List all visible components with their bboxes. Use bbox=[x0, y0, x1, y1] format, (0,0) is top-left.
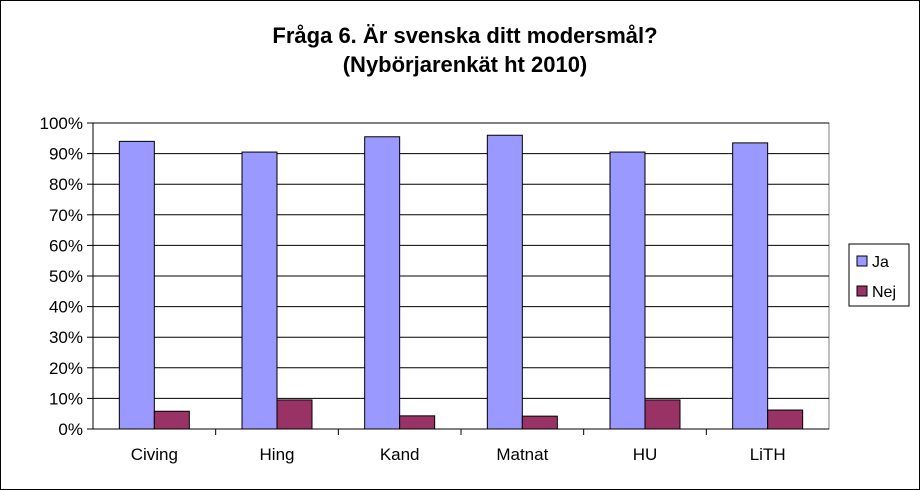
y-tick-label: 20% bbox=[49, 359, 83, 378]
bar-ja bbox=[118, 140, 155, 430]
bar-nej bbox=[767, 409, 804, 430]
x-tick-label: LiTH bbox=[750, 445, 786, 464]
bar-nej bbox=[276, 399, 313, 430]
legend-label-nej: Nej bbox=[872, 284, 896, 301]
bar-nej bbox=[153, 410, 190, 430]
y-tick-label: 60% bbox=[49, 236, 83, 255]
legend-swatch-nej bbox=[856, 285, 868, 297]
chart-title: Fråga 6. Är svenska ditt modersmål? bbox=[272, 23, 657, 48]
y-tick-label: 70% bbox=[49, 206, 83, 225]
y-tick-label: 100% bbox=[40, 114, 83, 133]
bar-nej bbox=[644, 399, 681, 430]
x-tick-label: Hing bbox=[260, 445, 295, 464]
bar-nej bbox=[399, 415, 436, 430]
legend: Ja Nej bbox=[848, 243, 910, 307]
x-tick-label: Matnat bbox=[496, 445, 548, 464]
legend-label-ja: Ja bbox=[872, 254, 889, 271]
y-tick-label: 40% bbox=[49, 298, 83, 317]
x-tick-label: Civing bbox=[131, 445, 178, 464]
bar-nej bbox=[521, 415, 558, 430]
x-tick-label: HU bbox=[633, 445, 658, 464]
plot-area: 0% 10% 20% 30% 40% 50% 60% 70% 80% 90% 100% Civing H… bbox=[40, 114, 830, 464]
y-tick-label: 10% bbox=[49, 389, 83, 408]
y-tick-label: 80% bbox=[49, 175, 83, 194]
y-tick-label: 50% bbox=[49, 267, 83, 286]
x-tick-label: Kand bbox=[380, 445, 420, 464]
chart-subtitle: (Nybörjarenkät ht 2010) bbox=[343, 52, 588, 77]
bar-ja bbox=[364, 136, 401, 430]
y-tick-label: 0% bbox=[58, 420, 83, 439]
bar-ja bbox=[732, 142, 769, 430]
y-tick-label: 90% bbox=[49, 145, 83, 164]
bar-ja bbox=[609, 151, 646, 430]
legend-swatch-ja bbox=[856, 255, 868, 267]
bar-ja bbox=[486, 134, 523, 430]
y-tick-label: 30% bbox=[49, 328, 83, 347]
bar-ja bbox=[241, 151, 278, 430]
